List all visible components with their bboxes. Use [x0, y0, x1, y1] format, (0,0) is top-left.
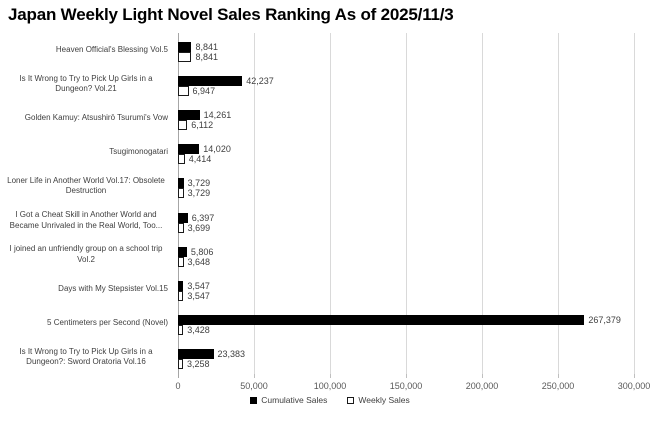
category-label: I Got a Cheat Skill in Another World and… — [0, 204, 174, 238]
gridline — [406, 33, 407, 374]
bar-cumulative[interactable] — [178, 144, 200, 155]
category-label-text: Golden Kamuy: Atsushirō Tsurumi's Vow — [24, 113, 168, 123]
legend-label-cumulative: Cumulative Sales — [261, 395, 328, 405]
gridline — [482, 33, 483, 374]
weekly-swatch-icon — [347, 396, 355, 404]
bar-weekly[interactable] — [178, 290, 184, 301]
x-axis-tick-label: 50,000 — [240, 381, 268, 391]
chart-title: Japan Weekly Light Novel Sales Ranking A… — [8, 5, 454, 24]
bar-weekly[interactable] — [178, 52, 192, 62]
category-label-text: Loner Life in Another World Vol.17: Obso… — [7, 176, 165, 196]
bar-cumulative[interactable] — [178, 246, 187, 257]
bar-cumulative[interactable] — [178, 178, 184, 189]
legend-item-cumulative[interactable]: Cumulative Sales — [250, 395, 327, 405]
cumulative-value-label: 14,020 — [203, 144, 231, 155]
bar-cumulative[interactable] — [178, 42, 192, 52]
bar-weekly[interactable] — [178, 256, 184, 267]
bar-weekly[interactable] — [178, 188, 184, 199]
gridline — [634, 33, 635, 374]
bar-cumulative[interactable] — [178, 76, 243, 87]
category-label-text: I Got a Cheat Skill in Another World and… — [9, 210, 163, 230]
cumulative-value-label: 3,547 — [187, 280, 210, 291]
cumulative-value-label: 42,237 — [246, 76, 274, 87]
category-label-text: 5 Centimeters per Second (Novel) — [47, 317, 168, 327]
axis-tick — [330, 374, 331, 378]
gridline — [558, 33, 559, 374]
weekly-value-label: 6,112 — [191, 120, 214, 131]
bar-cumulative[interactable] — [178, 348, 214, 359]
category-label: Is It Wrong to Try to Pick Up Girls in a… — [0, 340, 174, 374]
legend-item-weekly[interactable]: Weekly Sales — [347, 395, 410, 405]
gridline — [254, 33, 255, 374]
category-label: Tsugimonogatari — [0, 135, 174, 169]
cumulative-value-label: 3,729 — [187, 178, 211, 189]
axis-tick — [634, 374, 635, 378]
axis-tick — [482, 374, 483, 378]
weekly-value-label: 6,947 — [192, 86, 216, 97]
category-label: Is It Wrong to Try to Pick Up Girls in a… — [0, 67, 174, 101]
x-axis-tick-label: 100,000 — [313, 381, 347, 391]
cumulative-value-label: 5,806 — [190, 246, 214, 257]
legend: Cumulative Sales Weekly Sales — [0, 395, 660, 405]
bar-weekly[interactable] — [178, 154, 185, 165]
legend-label-weekly: Weekly Sales — [358, 395, 410, 405]
category-label-text: Is It Wrong to Try to Pick Up Girls in a… — [19, 73, 153, 94]
category-label: Days with My Stepsister Vol.15 — [0, 272, 174, 306]
weekly-value-label: 3,258 — [186, 358, 210, 369]
x-axis-tick-label: 200,000 — [465, 381, 499, 391]
axis-tick — [254, 374, 255, 378]
gridline — [330, 33, 331, 374]
category-label: Golden Kamuy: Atsushirō Tsurumi's Vow — [0, 101, 174, 135]
bar-weekly[interactable] — [178, 358, 183, 369]
category-label: 5 Centimeters per Second (Novel) — [0, 306, 174, 340]
weekly-value-label: 4,414 — [188, 154, 212, 165]
x-axis-tick-label: 250,000 — [541, 381, 575, 391]
cumulative-value-label: 6,397 — [191, 212, 215, 223]
x-axis-tick-label: 300,000 — [617, 381, 651, 391]
bar-weekly[interactable] — [178, 324, 184, 335]
bar-weekly[interactable] — [178, 120, 188, 131]
x-axis-tick-label: 0 — [175, 381, 181, 391]
weekly-value-label: 3,699 — [187, 222, 211, 233]
category-axis-line — [178, 33, 179, 378]
bar-cumulative[interactable] — [178, 314, 585, 325]
axis-tick — [406, 374, 407, 378]
bar-weekly[interactable] — [178, 86, 189, 97]
bar-cumulative[interactable] — [178, 110, 200, 121]
cumulative-value-label: 14,261 — [203, 110, 232, 121]
bar-cumulative[interactable] — [178, 280, 184, 291]
bar-weekly[interactable] — [178, 222, 184, 233]
weekly-value-label: 3,428 — [187, 324, 210, 335]
category-label: I joined an unfriendly group on a school… — [0, 238, 174, 272]
category-label-text: Tsugimonogatari — [109, 147, 168, 157]
category-label: Heaven Official's Blessing Vol.5 — [0, 33, 174, 67]
category-label-text: Days with My Stepsister Vol.15 — [58, 283, 168, 293]
weekly-value-label: 3,729 — [187, 188, 211, 199]
category-label-text: Is It Wrong to Try to Pick Up Girls in a… — [19, 346, 153, 366]
cumulative-value-label: 8,841 — [195, 42, 218, 52]
category-label: Loner Life in Another World Vol.17: Obso… — [0, 169, 174, 203]
cumulative-value-label: 267,379 — [588, 314, 621, 325]
category-label-text: Heaven Official's Blessing Vol.5 — [55, 44, 168, 54]
bar-cumulative[interactable] — [178, 212, 188, 223]
cumulative-value-label: 23,383 — [217, 348, 246, 359]
axis-tick — [558, 374, 559, 378]
x-axis-tick-label: 150,000 — [389, 381, 423, 391]
weekly-value-label: 3,648 — [187, 256, 211, 267]
weekly-value-label: 8,841 — [195, 52, 218, 62]
category-label-text: I joined an unfriendly group on a school… — [9, 244, 163, 264]
weekly-value-label: 3,547 — [187, 290, 210, 301]
cumulative-swatch-icon — [250, 396, 258, 404]
